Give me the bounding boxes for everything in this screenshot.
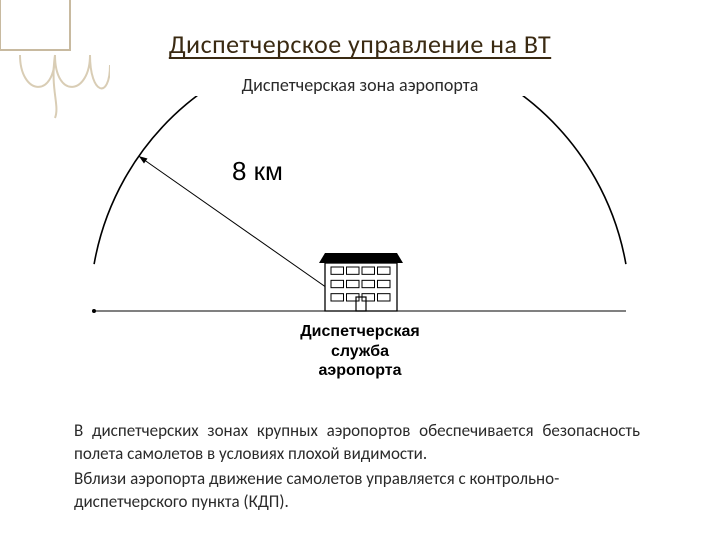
page-title: Диспетчерское управление на ВТ xyxy=(0,28,720,60)
dispatch-label-line: служба xyxy=(0,342,720,362)
dispatch-label-line: аэропорта xyxy=(0,361,720,381)
zone-arc xyxy=(94,96,626,264)
paragraph-1: В диспетчерских зонах крупных аэропортов… xyxy=(74,420,640,466)
body-text: В диспетчерских зонах крупных аэропортов… xyxy=(74,420,640,516)
subtitle: Диспетчерская зона аэропорта xyxy=(0,74,720,96)
dispatch-center-label: Диспетчерская служба аэропорта xyxy=(0,322,720,381)
paragraph-2: Вблизи аэропорта движение самолетов упра… xyxy=(74,468,640,514)
radius-label: 8 км xyxy=(232,156,283,187)
airport-building-icon xyxy=(319,253,403,311)
dispatch-label-line: Диспетчерская xyxy=(0,322,720,342)
radius-arrowhead xyxy=(139,156,148,163)
baseline-dot xyxy=(92,309,96,313)
